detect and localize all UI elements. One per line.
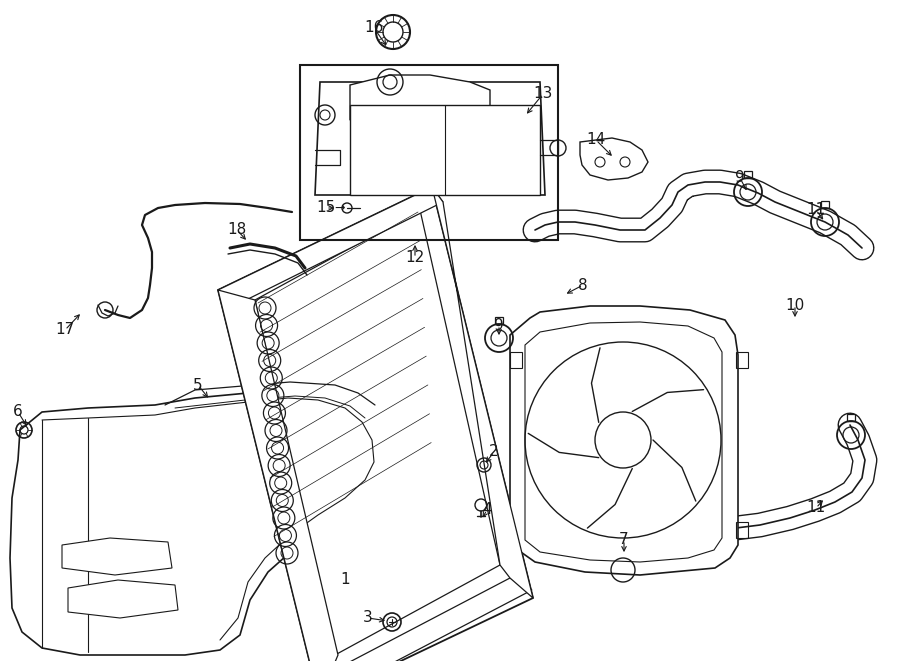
Bar bbox=[495, 317, 503, 324]
Text: 8: 8 bbox=[578, 278, 588, 293]
Text: 18: 18 bbox=[228, 223, 247, 237]
Bar bbox=[510, 352, 522, 368]
Bar bbox=[736, 522, 748, 538]
Polygon shape bbox=[315, 82, 545, 195]
Text: 9: 9 bbox=[735, 171, 745, 186]
Polygon shape bbox=[300, 578, 532, 661]
Text: 15: 15 bbox=[317, 200, 336, 215]
Polygon shape bbox=[510, 306, 738, 575]
Bar bbox=[847, 414, 855, 421]
Text: 2: 2 bbox=[490, 444, 499, 459]
Text: 12: 12 bbox=[405, 251, 425, 266]
Text: 4: 4 bbox=[482, 502, 491, 518]
Bar bbox=[300, 65, 558, 240]
Bar bbox=[744, 171, 752, 178]
Polygon shape bbox=[580, 138, 648, 180]
Text: 7: 7 bbox=[619, 533, 629, 547]
Polygon shape bbox=[62, 538, 172, 575]
Bar bbox=[821, 201, 829, 208]
Text: →: → bbox=[335, 202, 346, 215]
Text: 3: 3 bbox=[363, 611, 373, 625]
Text: 5: 5 bbox=[194, 377, 202, 393]
Polygon shape bbox=[350, 105, 540, 195]
Bar bbox=[736, 352, 748, 368]
Polygon shape bbox=[432, 187, 533, 598]
Polygon shape bbox=[350, 75, 490, 120]
Polygon shape bbox=[68, 580, 178, 618]
Text: 1: 1 bbox=[340, 572, 350, 588]
Polygon shape bbox=[218, 187, 533, 661]
Text: 13: 13 bbox=[534, 87, 553, 102]
Text: 11: 11 bbox=[806, 202, 825, 217]
Text: 9: 9 bbox=[494, 317, 504, 332]
Text: 17: 17 bbox=[56, 323, 75, 338]
Text: 16: 16 bbox=[364, 20, 383, 36]
Text: 6: 6 bbox=[14, 405, 22, 420]
Polygon shape bbox=[218, 187, 443, 308]
Text: 14: 14 bbox=[587, 132, 606, 147]
Polygon shape bbox=[10, 390, 392, 655]
Text: 10: 10 bbox=[786, 297, 805, 313]
Polygon shape bbox=[218, 290, 338, 661]
Text: 11: 11 bbox=[806, 500, 825, 516]
